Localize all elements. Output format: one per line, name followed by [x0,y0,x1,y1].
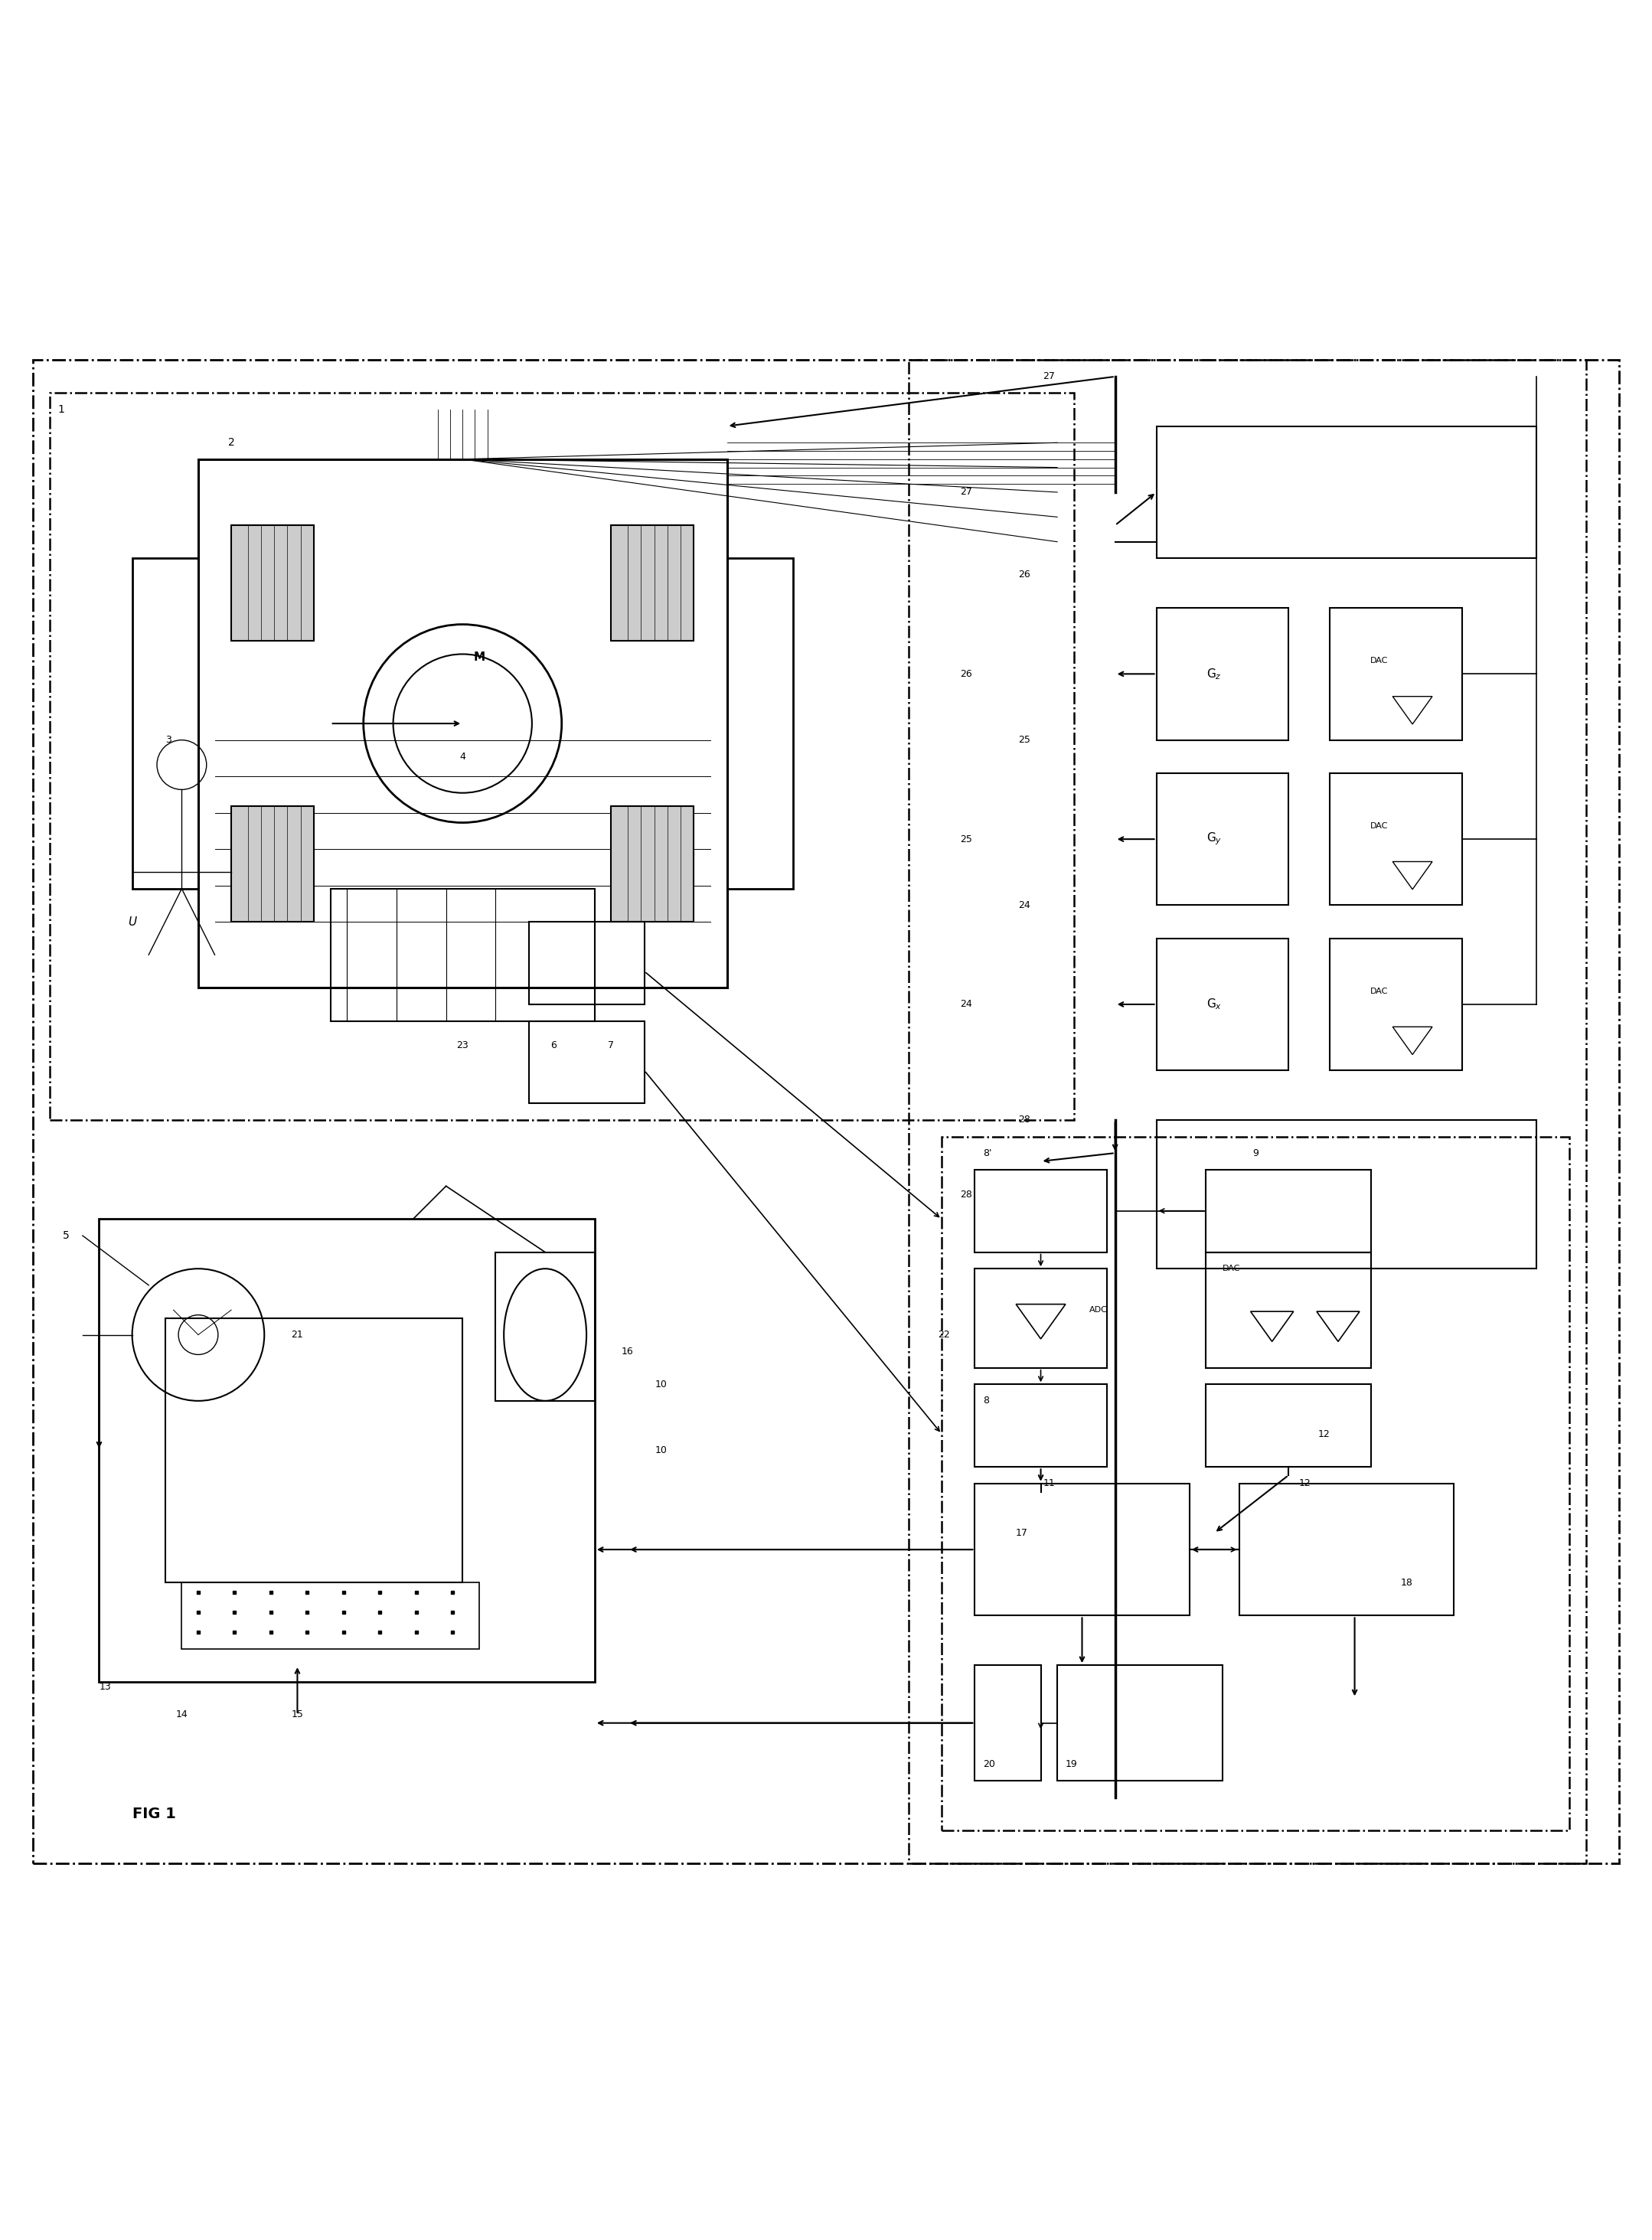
Bar [231,806,314,921]
Text: DAC: DAC [1222,1266,1241,1272]
Text: 24: 24 [960,999,973,1010]
Bar [182,1584,479,1649]
Text: 27: 27 [1042,372,1056,381]
Text: DAC: DAC [1371,656,1388,665]
Bar [1206,1169,1371,1252]
Bar [1330,773,1462,905]
Text: U: U [127,916,137,927]
Text: 25: 25 [960,833,973,844]
Bar [50,392,1074,1120]
Text: 27: 27 [960,488,973,497]
Text: G$_y$: G$_y$ [1206,831,1222,847]
Bar [99,1219,595,1682]
Text: 12: 12 [1318,1429,1330,1438]
Text: 7: 7 [608,1042,615,1051]
Text: 6: 6 [550,1042,557,1051]
Text: 26: 26 [1018,569,1031,580]
Text: 19: 19 [1066,1758,1077,1770]
Bar [529,921,644,1004]
Text: DAC: DAC [1371,822,1388,829]
Bar [909,361,1586,1864]
Text: 5: 5 [63,1230,69,1241]
Bar [975,1268,1107,1369]
Bar [330,889,595,1021]
Bar [231,524,314,641]
Text: DAC: DAC [1371,988,1388,995]
Bar [727,558,793,889]
Bar [529,1021,644,1104]
Text: 28: 28 [1018,1116,1031,1124]
Text: 16: 16 [621,1346,634,1355]
Text: 15: 15 [291,1709,304,1720]
Bar [1330,939,1462,1071]
Text: 14: 14 [175,1709,188,1720]
Text: 13: 13 [99,1682,111,1691]
Text: 1: 1 [58,403,64,414]
Bar [1156,773,1289,905]
Bar [1156,1120,1536,1268]
Bar [611,806,694,921]
Text: 12: 12 [1298,1478,1312,1487]
Bar [1156,426,1536,558]
Text: 4: 4 [459,753,466,762]
Text: 20: 20 [983,1758,995,1770]
Bar [975,1384,1107,1467]
Text: 9: 9 [1252,1149,1259,1158]
Text: G$_x$: G$_x$ [1206,997,1222,1012]
Text: 10: 10 [654,1380,667,1389]
Bar [1156,607,1289,739]
Bar [975,1169,1107,1252]
Bar [496,1252,595,1400]
Text: FIG 1: FIG 1 [132,1808,175,1821]
Text: 17: 17 [1016,1528,1028,1539]
Text: 26: 26 [960,670,973,679]
Text: 10: 10 [654,1445,667,1456]
Bar [1239,1483,1454,1615]
Text: 8': 8' [983,1149,991,1158]
Text: 21: 21 [291,1331,304,1340]
Text: 28: 28 [960,1189,973,1198]
Text: 24: 24 [1018,900,1031,909]
Text: 8: 8 [983,1396,990,1407]
Bar [132,558,198,889]
Bar [1206,1252,1371,1369]
Bar [198,459,727,988]
Text: G$_z$: G$_z$ [1206,668,1222,681]
Text: 18: 18 [1401,1577,1412,1588]
Bar [165,1319,463,1584]
Text: M: M [472,652,486,663]
Bar [975,1664,1041,1781]
Text: 23: 23 [456,1042,469,1051]
Bar [1330,607,1462,739]
Text: 2: 2 [228,437,235,448]
Text: 25: 25 [1018,735,1031,746]
Bar [942,1136,1569,1830]
Bar [611,524,694,641]
Bar [1057,1664,1222,1781]
Bar [1156,939,1289,1071]
Bar [1206,1384,1371,1467]
Text: ADC: ADC [1089,1306,1108,1315]
Text: 3: 3 [165,735,172,746]
Bar [975,1483,1189,1615]
Text: 11: 11 [1042,1478,1056,1487]
Text: 22: 22 [938,1331,950,1340]
